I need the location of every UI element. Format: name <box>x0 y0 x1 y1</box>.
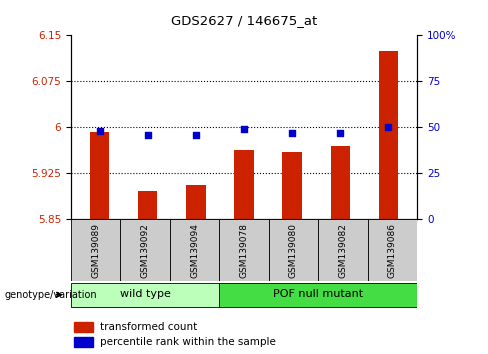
Point <box>336 130 344 136</box>
Text: GDS2627 / 146675_at: GDS2627 / 146675_at <box>171 14 317 27</box>
Bar <box>368 219 417 281</box>
Text: GSM139078: GSM139078 <box>240 223 248 278</box>
Bar <box>74 322 93 332</box>
Text: GSM139089: GSM139089 <box>91 223 100 278</box>
Text: genotype/variation: genotype/variation <box>5 290 98 300</box>
Bar <box>269 219 318 281</box>
Point <box>240 126 248 132</box>
Bar <box>219 219 269 281</box>
Bar <box>138 191 158 219</box>
Text: GSM139092: GSM139092 <box>141 223 149 278</box>
Point <box>96 128 103 134</box>
Bar <box>120 219 170 281</box>
Text: GSM139094: GSM139094 <box>190 223 199 278</box>
Bar <box>379 51 398 219</box>
Bar <box>170 219 219 281</box>
Text: GSM139080: GSM139080 <box>289 223 298 278</box>
Bar <box>331 146 350 219</box>
Bar <box>74 337 93 347</box>
Text: wild type: wild type <box>120 289 170 299</box>
Text: transformed count: transformed count <box>100 322 198 332</box>
Bar <box>71 219 120 281</box>
Text: percentile rank within the sample: percentile rank within the sample <box>100 337 276 347</box>
Bar <box>283 152 302 219</box>
Text: GSM139082: GSM139082 <box>339 223 347 278</box>
Bar <box>90 132 109 219</box>
Bar <box>219 283 417 307</box>
Text: GSM139086: GSM139086 <box>388 223 397 278</box>
Bar <box>234 150 254 219</box>
Point <box>385 125 392 130</box>
Bar <box>186 184 205 219</box>
Point <box>288 130 296 136</box>
Bar <box>318 219 368 281</box>
Bar <box>71 283 219 307</box>
Point <box>144 132 152 138</box>
Text: POF null mutant: POF null mutant <box>273 289 363 299</box>
Point <box>192 132 200 138</box>
